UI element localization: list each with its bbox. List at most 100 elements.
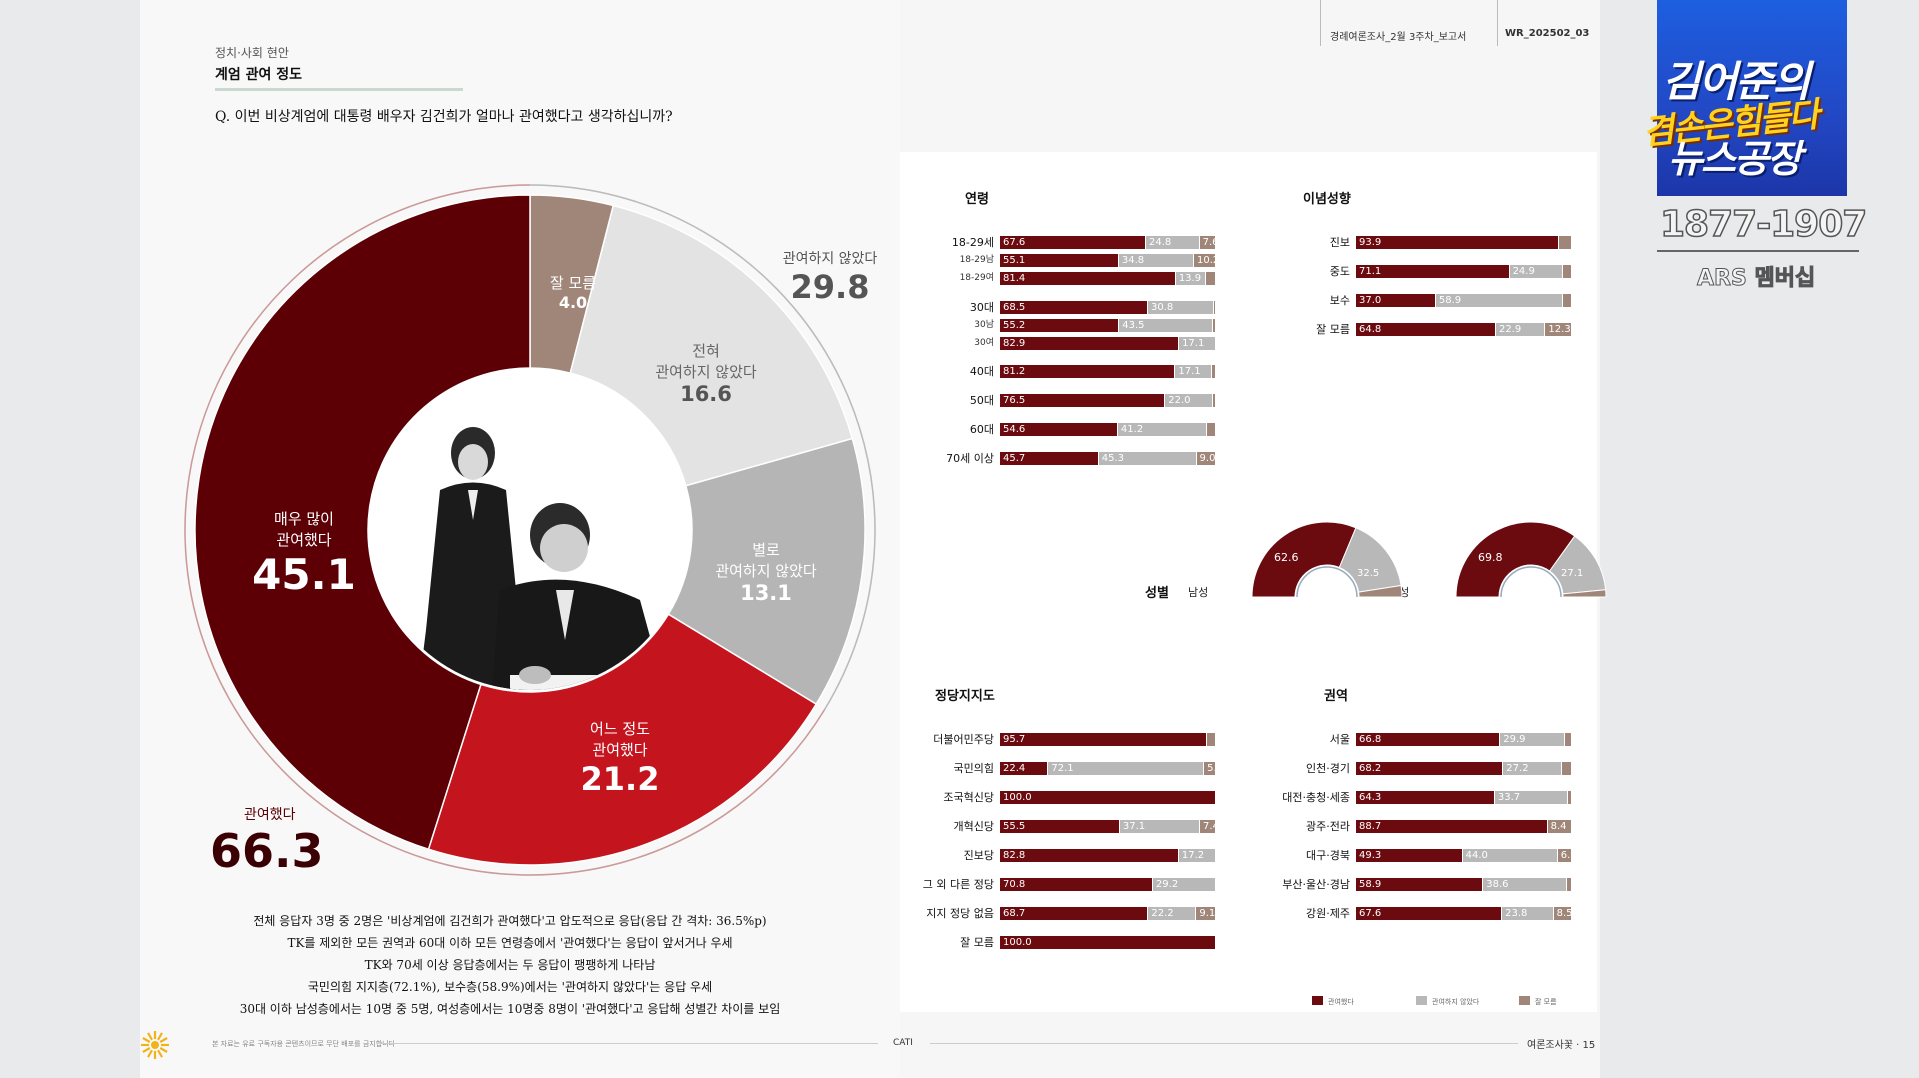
bar-segment (1356, 878, 1483, 891)
bar-segment (1356, 733, 1500, 746)
slice-label-little-line1: 별로 (752, 541, 780, 559)
bar-value-label: 17.2 (1181, 850, 1205, 861)
bar-value-label: 30.8 (1150, 302, 1174, 313)
bar-row: 조국혁신당 100.0 (943, 791, 1216, 804)
bar-value-label: 17.1 (1178, 366, 1201, 377)
slice-label-little-line2: 관여하지 않았다 (715, 562, 817, 580)
bar-segment (1213, 319, 1215, 332)
bar-segment (1000, 254, 1118, 267)
bar-segment (1000, 820, 1119, 833)
summary-line: TK와 70세 이상 응답층에서는 두 응답이 팽팽하게 나타남 (364, 958, 656, 972)
bar-row: 30여 82.9 17.1 (974, 337, 1216, 350)
bar-value-label: 7.6 (1202, 237, 1219, 248)
gender-slice (1455, 521, 1576, 598)
bar-value-label: 9.0 (1199, 453, 1216, 464)
bar-value-label: 37.1 (1122, 821, 1146, 832)
bar-segment (1048, 762, 1204, 775)
bar-segment (1000, 301, 1147, 314)
bar-value-label: 22.0 (1168, 395, 1191, 406)
legend-label-dk: 잘 모름 (1535, 998, 1557, 1006)
sun-ray (147, 1032, 153, 1041)
gender-value-label: 69.8 (1478, 551, 1503, 564)
bar-value-label: 58.9 (1438, 295, 1462, 306)
bar-value-label: 17.1 (1182, 338, 1205, 349)
bar-segment (1462, 849, 1557, 862)
bar-row: 국민의힘 22.4 72.1 5.5 (954, 762, 1223, 775)
bar-row-label: 조국혁신당 (943, 791, 994, 804)
bar-row-label: 부산·울산·경남 (1282, 878, 1350, 891)
slice-label-some-value: 21.2 (580, 760, 660, 798)
bar-row-label: 강원·제주 (1306, 907, 1350, 920)
total-yes-caption: 관여했다 (244, 807, 296, 823)
question-text: Q. 이번 비상계엄에 대통령 배우자 김건희가 얼마나 관여했다고 생각하십니… (215, 109, 673, 125)
bar-segment (1204, 762, 1215, 775)
bar-row-label: 보수 (1329, 294, 1350, 307)
bar-segment (1356, 265, 1509, 278)
sun-ray (142, 1037, 151, 1043)
bar-segment (1178, 849, 1215, 862)
bar-segment (1356, 791, 1494, 804)
slice-label-dk-name: 잘 모름 (549, 274, 597, 292)
bar-row: 지지 정당 없음 68.7 22.2 9.1 (926, 907, 1216, 920)
bar-segment (1483, 878, 1566, 891)
bar-value-label: 55.2 (1003, 320, 1026, 331)
bar-segment (1175, 365, 1212, 378)
bar-segment (1206, 733, 1215, 746)
slice-label-some-line1: 어느 정도 (590, 720, 650, 738)
bar-row-label: 18-29남 (959, 255, 994, 265)
header-divider (1497, 0, 1498, 46)
bar-row: 잘 모름 64.8 22.9 12.3 (1316, 323, 1572, 336)
bar-value-label: 8.4 (1550, 821, 1567, 832)
bar-segment (1356, 762, 1503, 775)
bar-row: 서울 66.8 29.9 (1330, 733, 1572, 746)
bar-value-label: 58.9 (1359, 879, 1382, 890)
bar-segment (1175, 272, 1205, 285)
bar-row: 18-29여 81.4 13.9 (960, 272, 1216, 285)
bar-segment (1000, 849, 1178, 862)
bar-row-label: 그 외 다른 정당 (922, 878, 994, 891)
gender-male-label: 남성 (1188, 586, 1209, 599)
bar-segment (1553, 907, 1571, 920)
bar-value-label: 44.0 (1465, 850, 1488, 861)
gender-slice (1251, 521, 1357, 598)
footer-method: CATI (893, 1038, 913, 1048)
bar-row: 그 외 다른 정당 70.8 29.2 (923, 878, 1216, 891)
bar-segment (1000, 319, 1119, 332)
total-yes-value: 66.3 (210, 824, 324, 878)
bar-value-label: 27.2 (1506, 763, 1529, 774)
bar-row: 70세 이상 45.7 45.3 9.0 (946, 452, 1216, 465)
slice-label-some-line2: 관여했다 (592, 741, 648, 759)
bar-row: 30남 55.2 43.5 (974, 319, 1216, 332)
photo-illustration-icon (370, 370, 690, 690)
bar-segment (1356, 849, 1462, 862)
bar-value-label: 34.8 (1121, 255, 1145, 266)
sun-ray (159, 1047, 168, 1053)
bar-value-label: 24.9 (1512, 266, 1535, 277)
sun-ray (157, 1049, 163, 1058)
slice-label-much-line2: 관여했다 (276, 531, 332, 549)
bar-segment (1562, 762, 1571, 775)
bar-segment (1212, 394, 1215, 407)
bar-value-label: 24.8 (1149, 237, 1172, 248)
footer-rule (378, 1043, 878, 1044)
sun-logo-icon (141, 1031, 169, 1059)
bar-segment (1509, 265, 1563, 278)
bar-segment (1196, 907, 1215, 920)
bar-segment (1119, 319, 1213, 332)
bar-value-label: 23.8 (1505, 908, 1528, 919)
legend-label-no: 관여하지 않았다 (1432, 998, 1480, 1006)
slice-label-much-line1: 매우 많이 (274, 510, 334, 528)
bar-value-label: 33.7 (1497, 792, 1521, 803)
logo-line3: 뉴스공장 (1668, 137, 1802, 181)
bar-segment (1098, 452, 1196, 465)
bar-segment (1147, 301, 1214, 314)
bar-row: 18-29남 55.1 34.8 10.2 (960, 254, 1219, 267)
bar-segment (1214, 301, 1215, 314)
slice-label-some: 어느 정도 관여했다 21.2 (560, 718, 680, 798)
bar-segment (1000, 907, 1148, 920)
bar-segment (1119, 820, 1199, 833)
bar-segment (1206, 423, 1215, 436)
legend-label-yes: 관여했다 (1328, 998, 1354, 1006)
bar-segment (1212, 365, 1215, 378)
bar-segment (1356, 907, 1502, 920)
